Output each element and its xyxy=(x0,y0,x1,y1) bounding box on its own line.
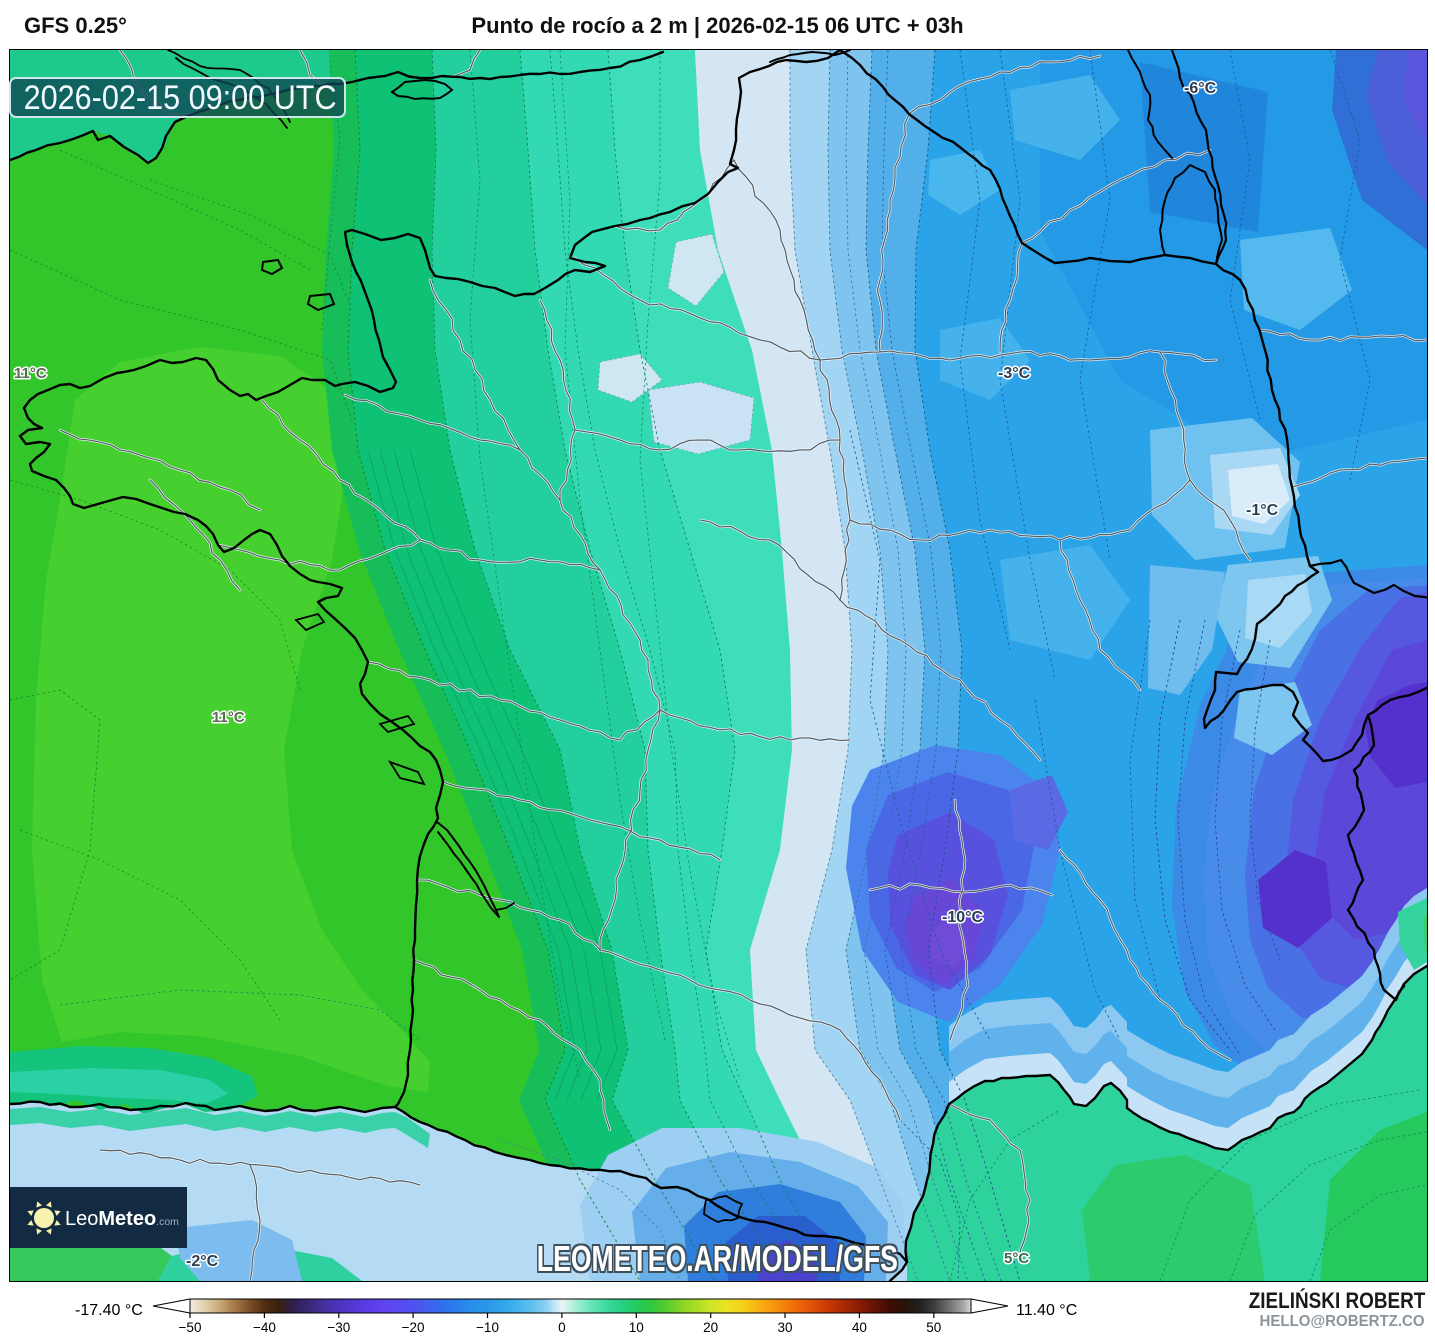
svg-text:0: 0 xyxy=(558,1320,566,1335)
svg-text:10: 10 xyxy=(629,1320,644,1335)
svg-text:11°C: 11°C xyxy=(14,365,47,382)
svg-text:11.40 °C: 11.40 °C xyxy=(1016,1302,1077,1319)
svg-text:-2°C: -2°C xyxy=(186,1253,219,1270)
svg-text:50: 50 xyxy=(926,1320,941,1335)
svg-text:−20: −20 xyxy=(402,1320,425,1335)
svg-text:30: 30 xyxy=(777,1320,792,1335)
svg-text:-10°C: -10°C xyxy=(942,909,984,926)
svg-text:-3°C: -3°C xyxy=(998,365,1031,382)
svg-text:-6°C: -6°C xyxy=(1184,80,1217,97)
svg-text:−10: −10 xyxy=(476,1320,499,1335)
svg-text:−40: −40 xyxy=(253,1320,276,1335)
svg-text:-1°C: -1°C xyxy=(1246,502,1279,519)
svg-text:-17.40 °C: -17.40 °C xyxy=(75,1302,143,1319)
svg-text:11°C: 11°C xyxy=(212,709,245,726)
svg-text:40: 40 xyxy=(852,1320,867,1335)
svg-text:20: 20 xyxy=(703,1320,718,1335)
svg-text:−50: −50 xyxy=(179,1320,202,1335)
svg-text:−30: −30 xyxy=(327,1320,350,1335)
svg-text:LeoMeteo.com: LeoMeteo.com xyxy=(65,1208,179,1230)
svg-text:5°C: 5°C xyxy=(1004,1250,1029,1267)
